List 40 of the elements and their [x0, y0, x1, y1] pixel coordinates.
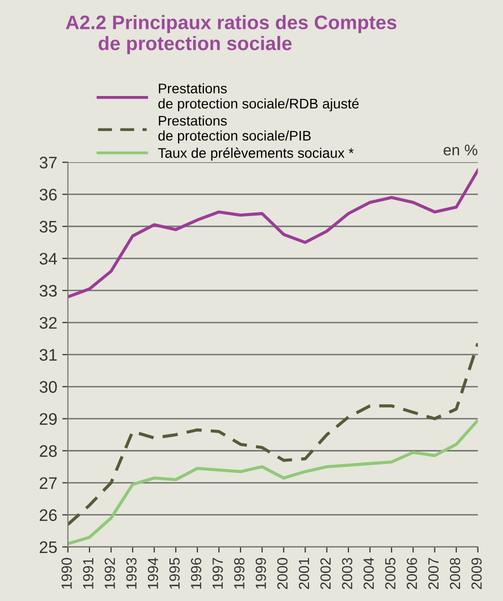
x-tick-label: 1998: [234, 558, 244, 589]
x-tick-label: 1991: [83, 558, 94, 589]
x-tick-label: 2001: [298, 558, 310, 590]
x-tick-label: 1999: [256, 558, 266, 589]
x-tick-label: 1994: [148, 558, 158, 589]
y-tick-label: 27: [40, 477, 57, 489]
x-tick-label: 2004: [364, 558, 374, 590]
x-tick-label: 2002: [320, 558, 331, 590]
x-tick-label: 1990: [61, 558, 72, 589]
y-tick-label: 33: [40, 284, 57, 297]
x-tick-label: 1995: [169, 558, 180, 589]
y-tick-label: 36: [40, 188, 57, 201]
y-tick-label: 30: [40, 381, 57, 393]
x-tick-label: 1996: [190, 558, 202, 589]
text: en %: [444, 144, 478, 156]
y-tick-label: 29: [40, 413, 57, 425]
y-tick-label: 34: [40, 252, 57, 265]
y-tick-label: 32: [40, 316, 57, 329]
x-tick-label: 1997: [212, 558, 223, 589]
x-tick-label: 1992: [104, 558, 115, 589]
legend-label: Prestations de protection sociale/RDB ajusté: [158, 83, 359, 112]
x-tick-label: 2008: [450, 558, 460, 590]
line-series: [68, 342, 478, 526]
y-tick-label: 26: [40, 509, 57, 522]
y-tick-label: 28: [40, 445, 57, 457]
x-tick-label: 2009: [471, 558, 482, 590]
x-tick-label: 2006: [406, 558, 418, 590]
y-tick-label: 35: [40, 220, 57, 233]
x-tick-label: 2000: [277, 558, 288, 590]
y-tick-label: 25: [40, 541, 57, 554]
x-tick-label: 2005: [385, 558, 396, 590]
chart-title: A2.2 Principaux ratios des Comptes de protection sociale: [66, 15, 396, 54]
legend-label: Taux de prélèvements sociaux *: [158, 148, 354, 161]
y-tick-label: 37: [40, 156, 57, 168]
x-tick-label: 2003: [342, 558, 352, 590]
x-tick-label: 2007: [428, 558, 439, 590]
legend-label: Prestations de protection sociale/PIB: [158, 115, 311, 144]
line-series: [68, 168, 478, 298]
x-tick-label: 1993: [126, 558, 137, 589]
y-tick-label: 31: [40, 348, 57, 361]
